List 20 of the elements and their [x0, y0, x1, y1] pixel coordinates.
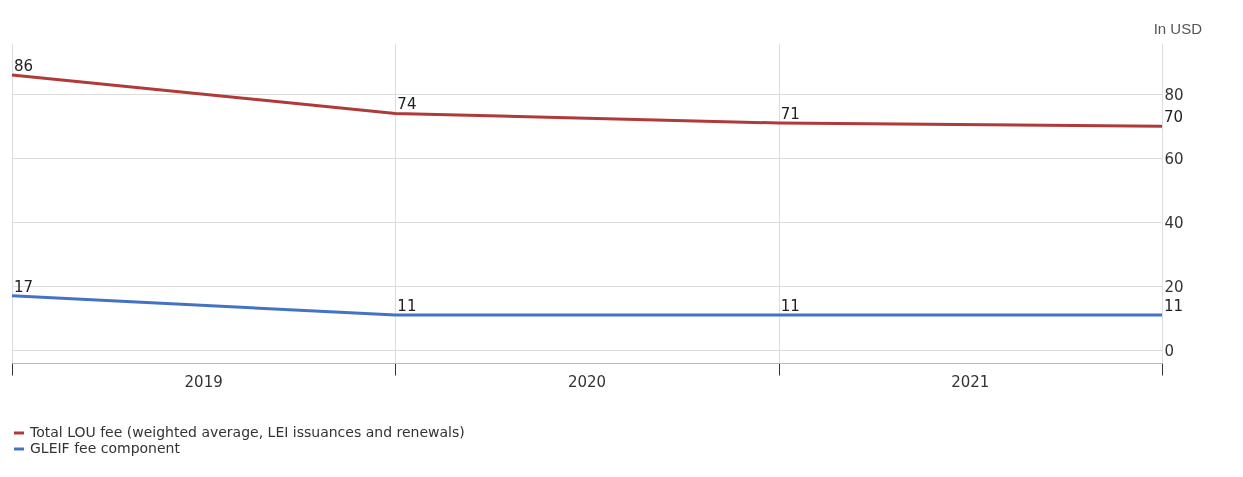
text: 2021 — [951, 373, 990, 391]
data-label: 11 — [1164, 297, 1184, 315]
y-tick-label: 20 — [1164, 277, 1184, 296]
y-tick-label: 80 — [1164, 85, 1184, 104]
y-tick-label: 0 — [1164, 341, 1175, 360]
text: In USD — [1153, 20, 1203, 37]
text: 2020 — [567, 373, 607, 391]
data-label: 11 — [780, 297, 800, 315]
y-tick-label: 40 — [1164, 213, 1184, 232]
data-label: 86 — [14, 57, 34, 75]
data-label: 11 — [397, 297, 417, 315]
data-label: 70 — [1164, 108, 1184, 127]
legend-label: GLEIF fee component — [30, 440, 181, 456]
y-tick-label: 60 — [1164, 149, 1184, 168]
data-label: 17 — [14, 277, 34, 296]
data-label: 71 — [780, 105, 800, 123]
data-label: 74 — [397, 95, 417, 114]
line-series — [10, 73, 1164, 128]
legend-label: Total LOU fee (weighted average, LEI issuances and renewals) — [29, 424, 465, 440]
text: 2019 — [184, 373, 223, 391]
